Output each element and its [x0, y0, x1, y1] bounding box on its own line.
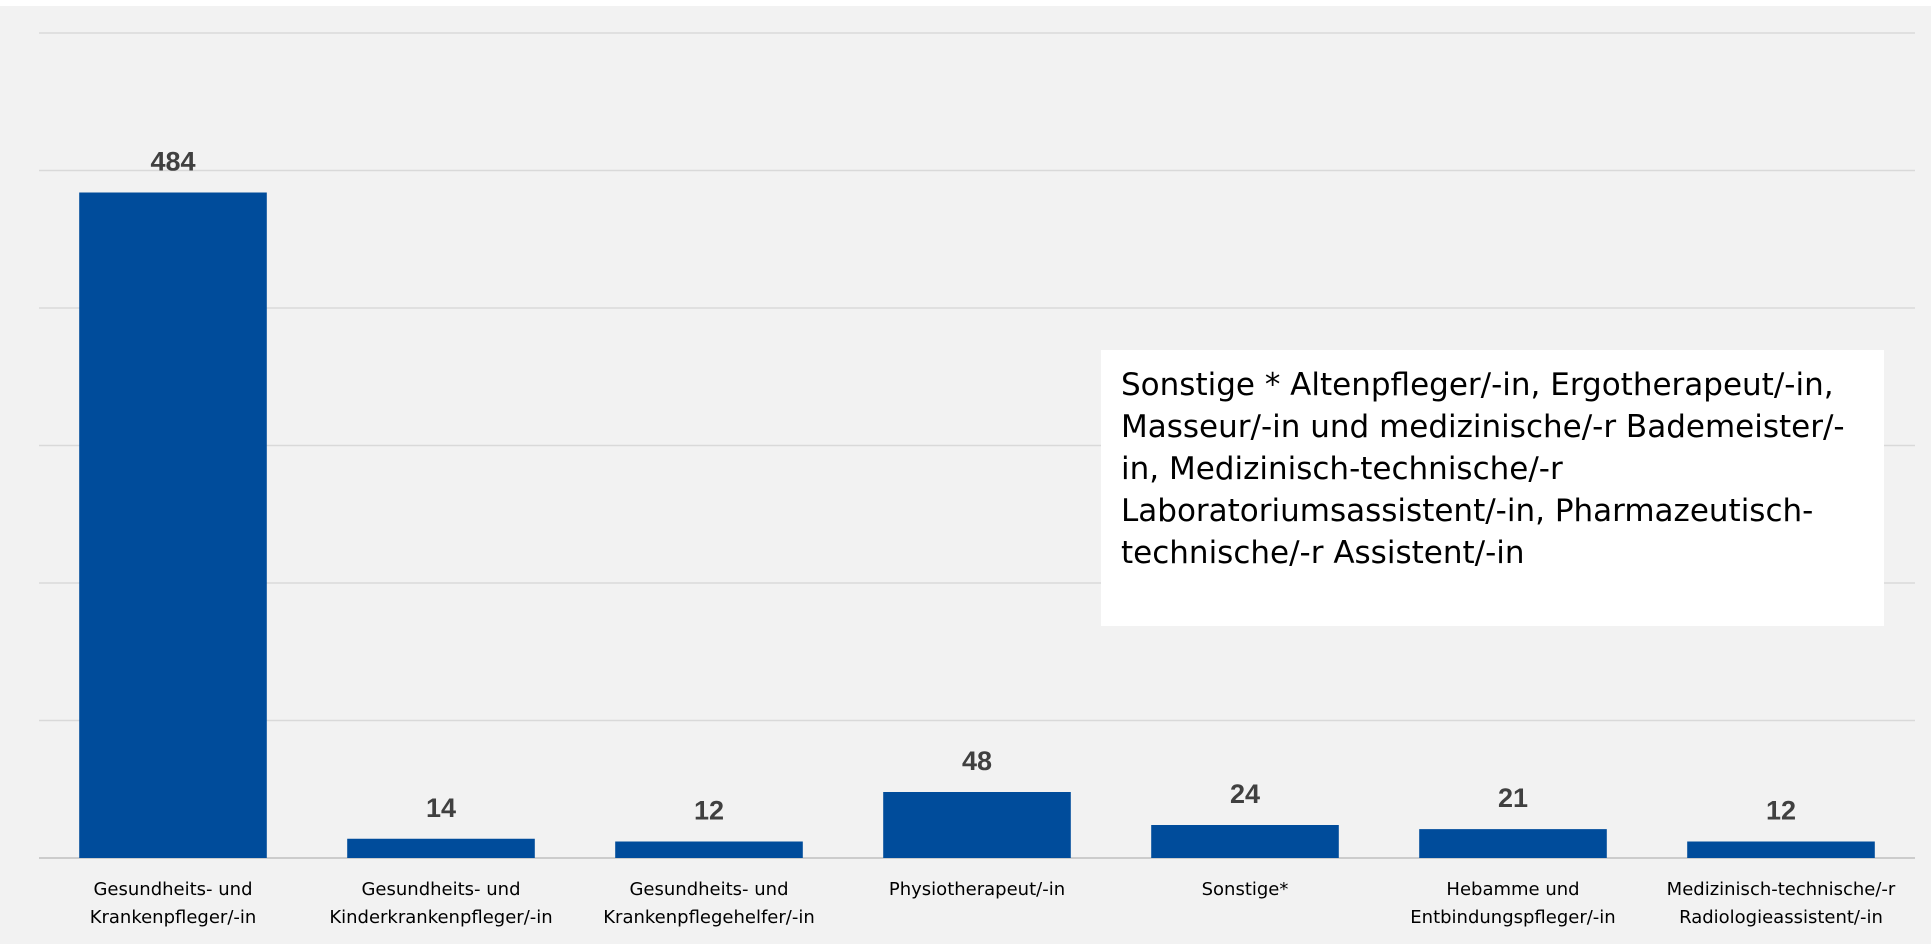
data-label: 24 — [1230, 779, 1260, 809]
data-label: 14 — [426, 793, 456, 823]
x-tick-label: Sonstige* — [1201, 879, 1289, 900]
data-label: 12 — [1766, 796, 1796, 826]
bar — [1419, 829, 1607, 858]
bar — [79, 192, 267, 858]
bar — [615, 841, 803, 858]
x-tick-label: Hebamme und Entbindungspfleger/-in — [1410, 879, 1616, 928]
x-tick-label: Physiotherapeut/-in — [888, 879, 1066, 900]
x-tick-label: Gesundheits- und Krankenpflegehelfer/-in — [603, 879, 815, 928]
data-label: 21 — [1498, 783, 1528, 813]
bar — [883, 792, 1071, 858]
x-tick-label: Gesundheits- und Krankenpfleger/-in — [89, 879, 257, 928]
annotation: Sonstige * Altenpfleger/-in, Ergotherape… — [1101, 350, 1884, 626]
x-tick-label: Medizinisch-technische/-r Radiologieassi… — [1666, 879, 1896, 928]
bar — [1687, 841, 1875, 858]
x-tick-label: Gesundheits- und Kinderkrankenpfleger/-i… — [329, 879, 553, 928]
data-label: 12 — [694, 796, 724, 826]
data-label: 484 — [150, 147, 195, 177]
data-label: 48 — [962, 746, 992, 776]
bar — [1151, 825, 1339, 858]
bar — [347, 838, 535, 858]
